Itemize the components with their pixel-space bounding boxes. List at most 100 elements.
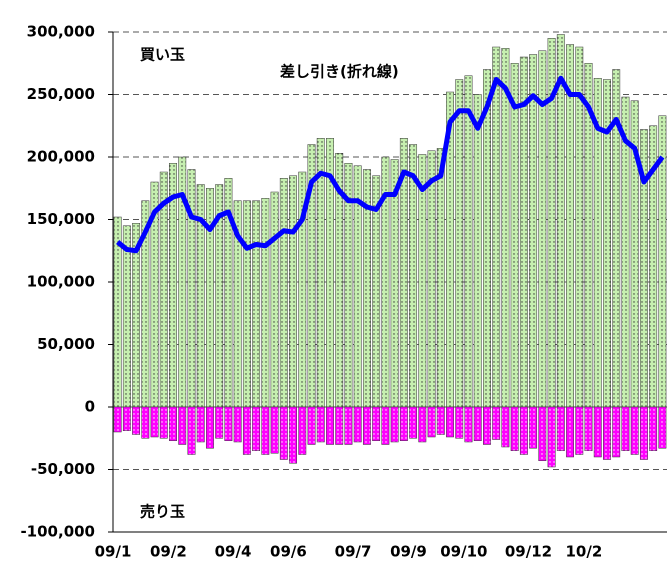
bar: [575, 406, 584, 455]
x-tick-label: 09/4: [215, 543, 252, 561]
bar: [473, 94, 482, 408]
bar: [510, 63, 519, 408]
bar: [169, 406, 177, 441]
bar: [584, 406, 593, 451]
bar: [381, 406, 390, 445]
bar: [436, 406, 445, 435]
bar: [196, 406, 205, 443]
y-tick-label: -50,000: [31, 460, 95, 478]
bar: [307, 406, 316, 445]
bar: [492, 406, 501, 440]
bar: [455, 79, 464, 408]
bar: [621, 406, 630, 451]
bar: [630, 406, 639, 455]
bar: [446, 406, 454, 438]
bar: [113, 406, 122, 433]
bar: [150, 406, 159, 438]
bar: [390, 406, 399, 443]
bar: [547, 406, 556, 468]
x-tick-label: 09/10: [440, 543, 487, 561]
y-tick-label: -100,000: [20, 523, 95, 541]
y-tick-label: 250,000: [27, 85, 95, 103]
bar: [603, 406, 611, 460]
bar: [270, 406, 279, 454]
y-tick-label: 50,000: [37, 335, 95, 353]
bar: [335, 406, 344, 445]
bar: [649, 406, 658, 451]
bar: [556, 406, 565, 451]
bar: [510, 406, 519, 451]
bar: [501, 406, 510, 448]
bar: [556, 34, 565, 408]
bar: [418, 406, 427, 443]
x-tick-label: 09/2: [150, 543, 187, 561]
bar: [187, 406, 196, 455]
bar: [252, 200, 261, 408]
bar: [418, 154, 427, 408]
bar: [159, 406, 168, 439]
bar: [519, 56, 528, 408]
bar: [483, 406, 491, 445]
y-tick-label: 0: [85, 398, 95, 416]
bar: [427, 150, 436, 408]
bar: [233, 406, 242, 443]
bar: [529, 406, 538, 449]
bar: [353, 406, 362, 443]
bar: [178, 406, 187, 445]
bar: [639, 406, 648, 460]
bar: [612, 406, 621, 458]
bar: [566, 406, 574, 458]
series-label: 差し引き(折れ線): [280, 63, 399, 81]
bar: [122, 406, 131, 431]
bar: [132, 406, 141, 435]
bar: [298, 406, 307, 455]
bar: [316, 406, 325, 443]
y-tick-label: 100,000: [27, 273, 95, 291]
bar: [455, 406, 464, 439]
line: [116, 75, 665, 254]
bar: [436, 148, 445, 408]
bar: [215, 406, 224, 439]
bar: [252, 406, 261, 451]
bar: [289, 175, 297, 408]
x-tick-label: 09/12: [505, 543, 552, 561]
bar: [427, 406, 436, 438]
bar: [206, 188, 214, 408]
bar: [206, 406, 214, 449]
bar: [593, 406, 602, 458]
x-tick-label: 09/1: [95, 543, 132, 561]
y-tick-label: 300,000: [27, 23, 95, 41]
bar: [261, 406, 270, 455]
bar: [372, 406, 381, 441]
x-tick-label: 09/7: [335, 543, 372, 561]
bar: [279, 178, 288, 408]
bar: [519, 406, 528, 455]
bar: [501, 48, 510, 408]
bar: [289, 406, 297, 464]
bar: [261, 198, 270, 408]
bar: [122, 225, 131, 408]
bar: [270, 191, 279, 408]
bar: [409, 406, 418, 439]
y-tick-label: 150,000: [27, 210, 95, 228]
bar: [492, 46, 501, 408]
bar: [529, 54, 538, 408]
x-tick-label: 10/2: [566, 543, 603, 561]
bar: [483, 69, 491, 408]
bar: [464, 406, 473, 443]
bar: [242, 406, 251, 455]
bar: [538, 406, 547, 461]
series-label: 売り玉: [140, 503, 185, 521]
bar: [658, 406, 667, 449]
bar: [464, 75, 473, 408]
series-label: 買い玉: [140, 46, 185, 64]
bar: [362, 406, 371, 445]
bar: [279, 406, 288, 460]
bar: [141, 406, 150, 439]
y-tick-label: 200,000: [27, 148, 95, 166]
bar: [224, 406, 233, 441]
bar: [326, 406, 334, 445]
bar: [473, 406, 482, 441]
bar: [399, 406, 408, 441]
